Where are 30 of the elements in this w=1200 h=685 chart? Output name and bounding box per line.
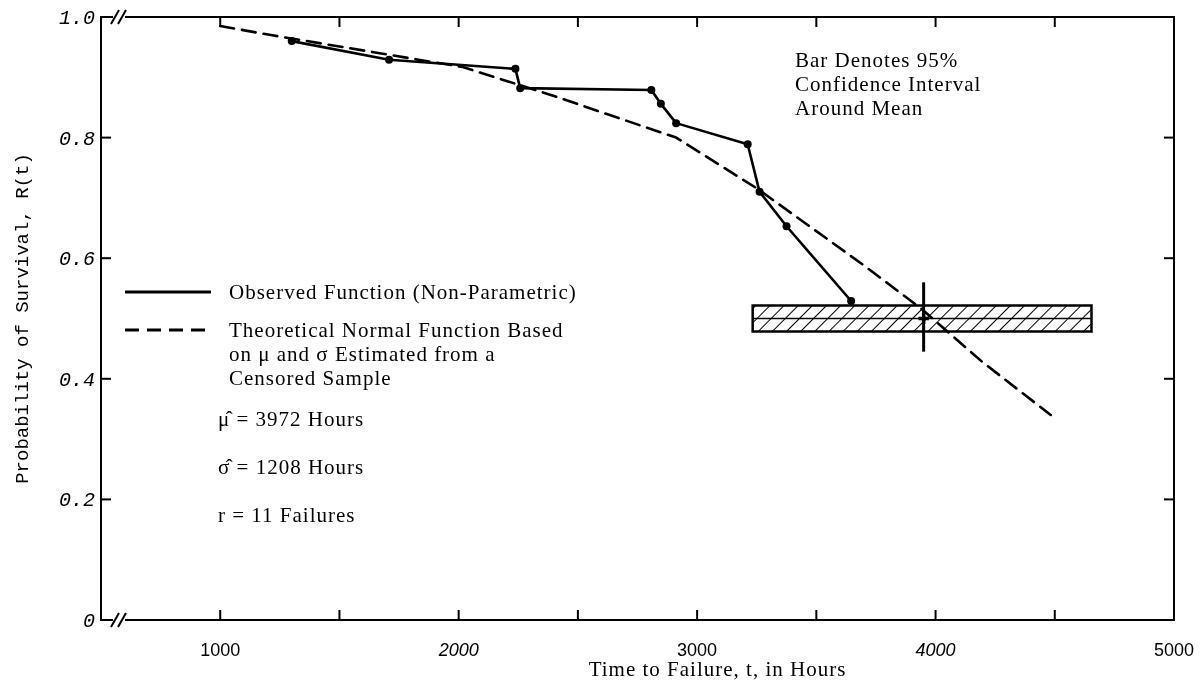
point	[385, 55, 394, 64]
legend-label: Observed Function (Non-Parametric)	[229, 280, 577, 304]
point	[918, 313, 929, 324]
y-tick-label: 0	[82, 610, 95, 633]
point	[743, 140, 752, 149]
point	[516, 84, 525, 93]
annotation: Bar Denotes 95% Confidence Interval Around Mean	[795, 48, 982, 120]
y-tick-label: 1.0	[58, 7, 95, 30]
annotation: μ̂ = 3972 Hours	[218, 407, 365, 431]
x-axis-title: Time to Failure, t, in Hours	[588, 657, 847, 681]
x-tick-label: 1000	[200, 640, 241, 660]
point	[782, 222, 791, 231]
x-tick-label: 3000	[677, 640, 718, 660]
y-tick-label: 0.2	[58, 489, 95, 513]
y-tick-label: 0.6	[58, 248, 95, 272]
point	[847, 297, 856, 306]
annotation: r = 11 Failures	[218, 503, 356, 527]
x-tick-label: 5000	[1153, 640, 1195, 660]
x-tick-label: 4000	[915, 640, 956, 660]
y-tick-label: 0.8	[58, 127, 95, 151]
annotation: σ̂ = 1208 Hours	[218, 455, 365, 479]
y-axis-title: Probability of Survival, R(t)	[12, 153, 34, 484]
point	[656, 99, 665, 108]
y-tick-label: 0.4	[58, 368, 95, 392]
legend-label: Theoretical Normal Function Based on μ and σ Estimated from a Censored Sample	[229, 318, 564, 390]
point	[672, 119, 681, 128]
point	[755, 187, 764, 196]
point	[647, 85, 656, 94]
x-tick-label: 2000	[437, 640, 479, 660]
point	[511, 64, 520, 73]
